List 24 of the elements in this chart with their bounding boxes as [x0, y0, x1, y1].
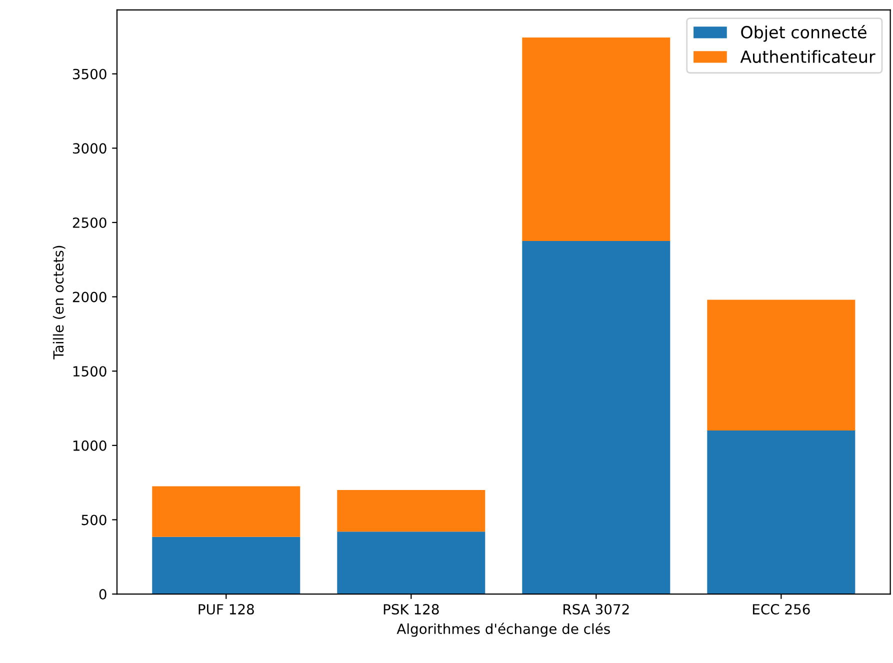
y-tick-label: 3000	[72, 143, 106, 154]
bar	[522, 241, 670, 594]
bar	[707, 430, 856, 594]
bar	[337, 490, 486, 532]
y-tick-label: 0	[99, 589, 106, 600]
y-tick-label: 1500	[73, 366, 106, 377]
legend-label: Objet connecté	[741, 24, 866, 42]
y-tick-label: 2500	[72, 217, 106, 228]
y-tick-label: 1000	[73, 440, 106, 451]
x-tick-label: PUF 128	[198, 604, 254, 615]
y-tick-label: 500	[82, 514, 106, 526]
y-tick-label: 3500	[72, 68, 106, 80]
y-axis-title: Taille (en octets)	[52, 246, 66, 360]
x-axis-title: Algorithmes d'échange de clés	[396, 622, 610, 637]
x-tick-label: PSK 128	[384, 604, 439, 615]
x-tick-label: ECC 256	[752, 604, 810, 615]
y-tick-label: 2000	[72, 292, 106, 302]
x-tick-label: RSA 3072	[564, 604, 629, 615]
bar	[707, 300, 856, 431]
legend-label: Authentificateur	[740, 50, 876, 63]
bar	[522, 37, 670, 242]
bar	[152, 486, 300, 537]
bar	[152, 536, 300, 594]
bar	[337, 532, 486, 594]
